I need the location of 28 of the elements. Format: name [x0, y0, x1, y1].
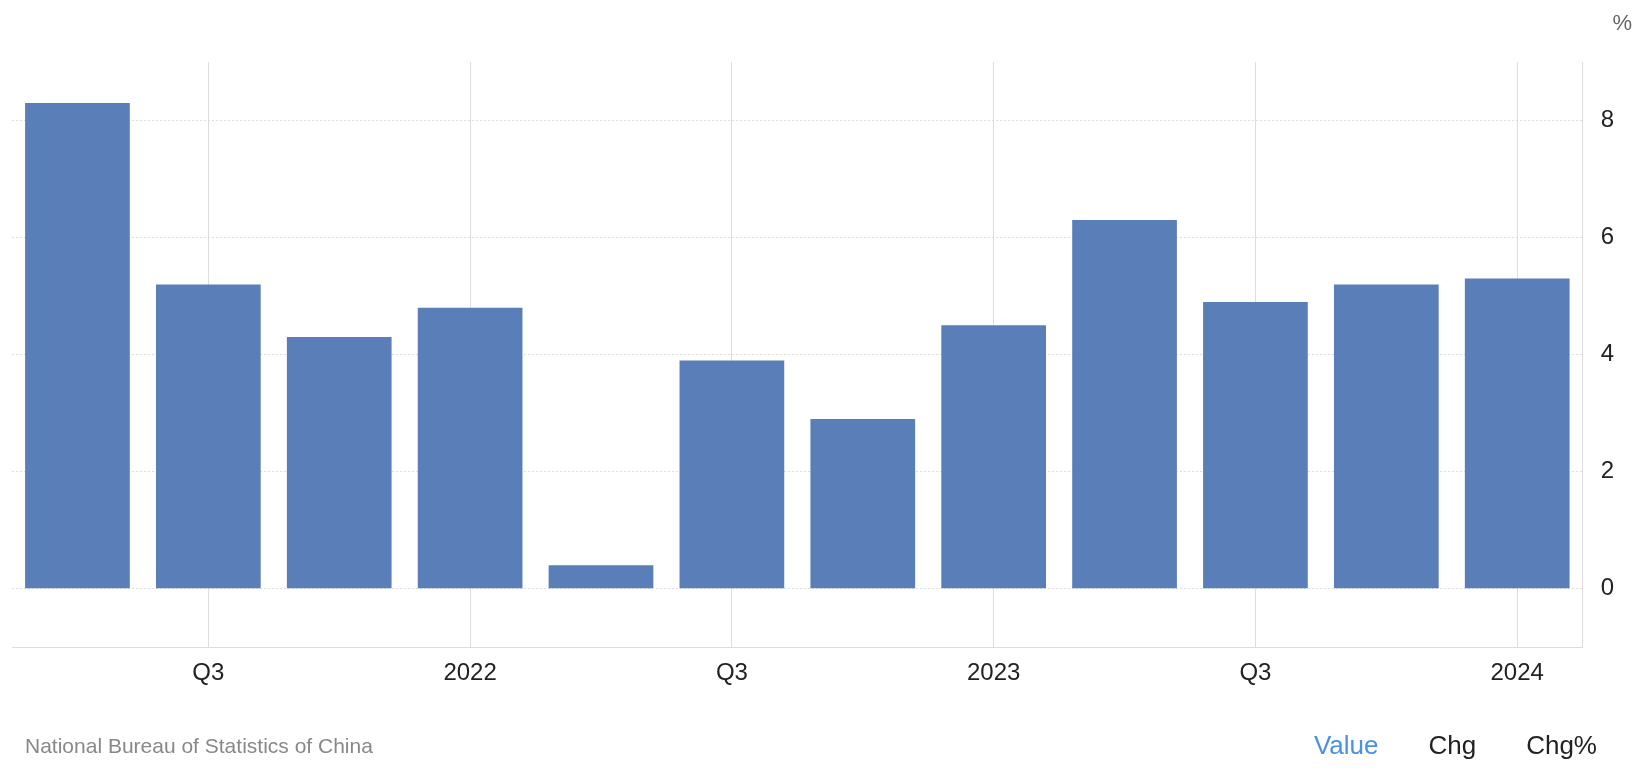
y-tick-label: 4 [1600, 339, 1615, 367]
bar [548, 565, 654, 589]
bar [417, 307, 523, 589]
y-axis-title: % [1612, 10, 1632, 36]
bar [1464, 278, 1570, 589]
bar [810, 418, 916, 589]
bar [25, 102, 130, 589]
x-tick-label: Q3 [715, 658, 748, 686]
y-tick-label: 0 [1600, 573, 1615, 601]
x-tick-label: 2023 [966, 658, 1021, 686]
y-tick-label: 2 [1600, 456, 1615, 484]
x-tick-label: 2022 [443, 658, 497, 686]
bar [155, 284, 261, 589]
bar [286, 337, 392, 589]
x-tick-label: Q3 [1239, 658, 1272, 686]
y-tick-label: 8 [1600, 105, 1615, 133]
bar [1333, 284, 1439, 589]
x-tick-label: 2024 [1490, 658, 1544, 686]
text: Chg% [1526, 730, 1597, 761]
bar [1072, 220, 1177, 589]
x-tick-label: Q3 [192, 658, 225, 686]
text: Chg [1428, 730, 1477, 761]
bar [679, 360, 785, 589]
bar [941, 325, 1047, 589]
y-tick-label: 6 [1600, 222, 1615, 250]
bar [1203, 301, 1308, 589]
text: Value [1313, 730, 1379, 761]
text: National Bureau of Statistics of China [25, 734, 373, 758]
